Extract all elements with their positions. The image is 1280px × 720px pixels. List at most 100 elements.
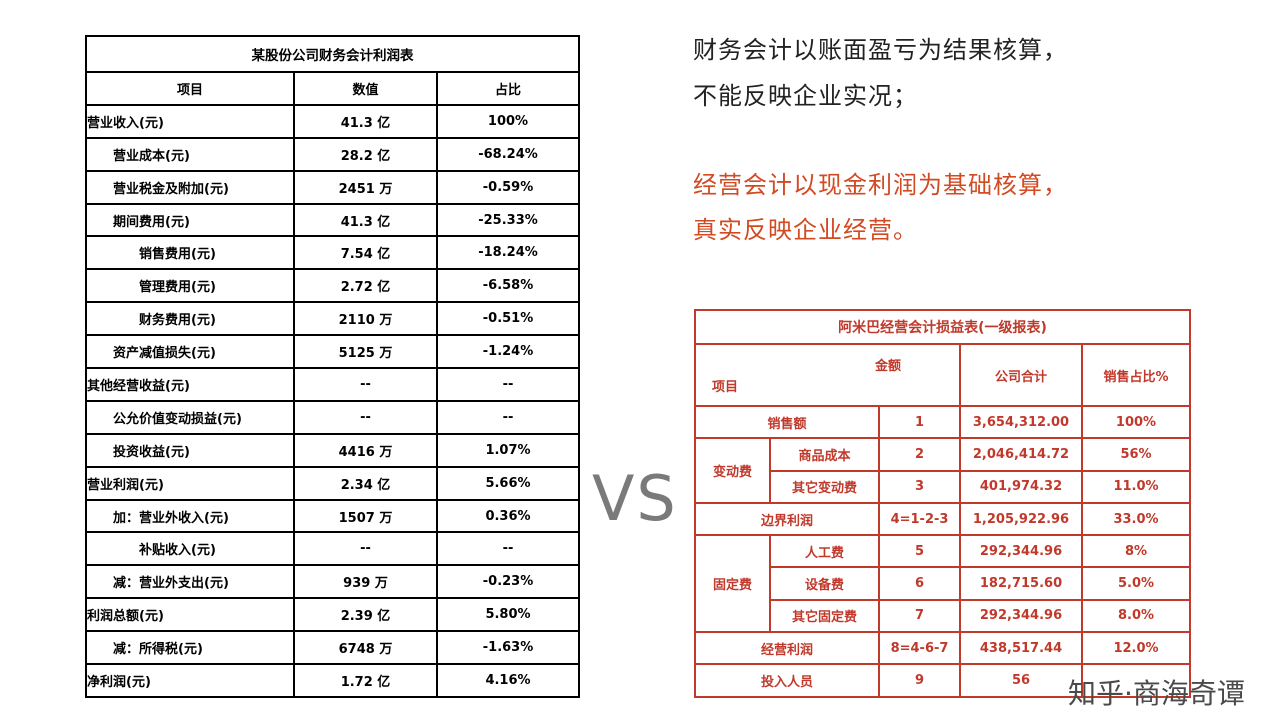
row-ratio: -- <box>436 531 580 567</box>
row-ratio: 8.0% <box>1080 598 1192 634</box>
row-value: 2.39 亿 <box>293 597 438 633</box>
row-code: 9 <box>878 663 961 698</box>
header-value: 数值 <box>293 71 438 106</box>
zhihu-watermark: 知乎·商海奇谭 <box>1068 677 1245 710</box>
row-ratio <box>1080 663 1192 698</box>
row-label: 其它变动费 <box>769 469 880 504</box>
table-row: 净利润(元) 1.72 亿 4.16% <box>85 663 580 698</box>
row-ratio: 5.0% <box>1080 566 1192 601</box>
text-line-3: 经营会计以现金利润为基础核算， <box>693 171 1068 199</box>
row-total: 1,205,922.96 <box>959 501 1083 537</box>
table-row: 营业利润(元) 2.34 亿 5.66% <box>85 465 580 501</box>
table-row: 其它固定费 7 292,344.96 8.0% <box>695 598 1192 634</box>
row-ratio: -6.58% <box>436 268 580 304</box>
row-label: 营业收入(元) <box>85 103 295 139</box>
row-value: -- <box>293 399 438 435</box>
row-value: -- <box>293 531 438 567</box>
row-ratio: 11.0% <box>1080 469 1192 504</box>
financial-income-statement-table: 某股份公司财务会计利润表 项目 数值 占比 营业收入(元) 41.3 亿 100% 营… <box>85 35 580 698</box>
row-label: 利润总额(元) <box>85 597 295 633</box>
table-row: 边界利润 4=1-2-3 1,205,922.96 33.0% <box>694 501 1192 537</box>
row-label: 净利润(元) <box>85 663 295 698</box>
row-value: 7.54 亿 <box>293 235 438 271</box>
table-row: 补贴收入(元) -- -- <box>85 531 580 567</box>
table-row: 资产减值损失(元) 5125 万 -1.24% <box>85 334 580 370</box>
row-total: 3,654,312.00 <box>959 404 1083 440</box>
table-row: 其它变动费 3 401,974.32 11.0% <box>695 469 1192 504</box>
row-code: 4=1-2-3 <box>878 501 961 537</box>
row-label: 经营利润 <box>694 631 880 666</box>
row-label: 营业利润(元) <box>85 465 295 501</box>
row-code: 5 <box>878 534 961 569</box>
row-value: 1507 万 <box>293 498 438 534</box>
row-label: 其他经营收益(元) <box>85 367 295 402</box>
table-row: 管理费用(元) 2.72 亿 -6.58% <box>85 268 580 304</box>
row-label: 销售额 <box>694 404 880 440</box>
group-label-variable: 变动费 <box>694 437 771 504</box>
row-ratio: 12.0% <box>1080 631 1192 666</box>
row-value: 2110 万 <box>293 301 438 337</box>
row-label: 设备费 <box>769 566 880 601</box>
row-ratio: 5.80% <box>436 597 580 633</box>
row-value: 28.2 亿 <box>293 136 438 172</box>
table-row: 营业收入(元) 41.3 亿 100% <box>85 103 580 139</box>
row-code: 2 <box>878 437 961 472</box>
row-label: 加：营业外收入(元) <box>85 498 295 534</box>
row-value: 1.72 亿 <box>293 663 438 698</box>
table-row: 销售额 1 3,654,312.00 100% <box>694 404 1192 440</box>
right-table-title: 阿米巴经营会计损益表(一级报表) <box>693 309 1192 345</box>
row-value: 41.3 亿 <box>293 202 438 238</box>
row-ratio: -68.24% <box>436 136 580 172</box>
row-total: 182,715.60 <box>959 566 1083 601</box>
row-ratio: 8% <box>1080 534 1192 569</box>
left-table-title: 某股份公司财务会计利润表 <box>85 35 580 73</box>
header-sales-ratio: 销售占比% <box>1080 343 1192 407</box>
row-code: 1 <box>878 404 961 440</box>
row-code: 7 <box>878 598 961 634</box>
header-ratio: 占比 <box>436 71 580 106</box>
row-label: 营业税金及附加(元) <box>85 169 295 205</box>
row-ratio: -0.51% <box>436 301 580 337</box>
text-line-4: 真实反映企业经营。 <box>693 216 918 244</box>
row-value: 5125 万 <box>293 334 438 370</box>
row-label: 人工费 <box>769 534 880 569</box>
row-label: 销售费用(元) <box>85 235 295 271</box>
row-ratio: 1.07% <box>436 432 580 468</box>
header-amount: 金额 <box>874 359 901 374</box>
row-ratio: -- <box>436 367 580 402</box>
row-label: 投资收益(元) <box>85 432 295 468</box>
vs-label: VS <box>592 462 678 535</box>
header-item-right: 项目 <box>712 380 739 395</box>
row-value: -- <box>293 367 438 402</box>
row-label: 财务费用(元) <box>85 301 295 337</box>
row-value: 6748 万 <box>293 630 438 666</box>
row-ratio: 4.16% <box>436 663 580 698</box>
row-total: 292,344.96 <box>959 598 1083 634</box>
table-row: 投入人员 9 56 <box>694 663 1192 698</box>
row-label: 边界利润 <box>694 501 880 537</box>
row-label: 减：所得税(元) <box>85 630 295 666</box>
row-ratio: -0.23% <box>436 564 580 600</box>
table-row: 投资收益(元) 4416 万 1.07% <box>85 432 580 468</box>
row-label: 补贴收入(元) <box>85 531 295 567</box>
row-ratio: -1.63% <box>436 630 580 666</box>
row-ratio: 0.36% <box>436 498 580 534</box>
table-row: 利润总额(元) 2.39 亿 5.80% <box>85 597 580 633</box>
row-ratio: -0.59% <box>436 169 580 205</box>
row-label: 管理费用(元) <box>85 268 295 304</box>
table-row: 经营利润 8=4-6-7 438,517.44 12.0% <box>694 631 1192 666</box>
text-line-1: 财务会计以账面盈亏为结果核算， <box>693 36 1068 64</box>
table-row: 设备费 6 182,715.60 5.0% <box>695 566 1192 601</box>
row-ratio: -1.24% <box>436 334 580 370</box>
row-ratio: -- <box>436 399 580 435</box>
row-value: 939 万 <box>293 564 438 600</box>
row-code: 3 <box>878 469 961 504</box>
table-row: 减：营业外支出(元) 939 万 -0.23% <box>85 564 580 600</box>
table-row: 营业成本(元) 28.2 亿 -68.24% <box>85 136 580 172</box>
amoeba-operating-statement-table: 阿米巴经营会计损益表(一级报表) 金额 项目 公司合计 销售占比% 销售额 1 … <box>693 309 1192 698</box>
header-item: 项目 <box>85 71 295 106</box>
table-row: 期间费用(元) 41.3 亿 -25.33% <box>85 202 580 238</box>
table-row: 固定费 人工费 5 292,344.96 8% <box>694 534 1192 634</box>
table-row: 其他经营收益(元) -- -- <box>85 367 580 402</box>
row-label: 其它固定费 <box>769 598 880 634</box>
